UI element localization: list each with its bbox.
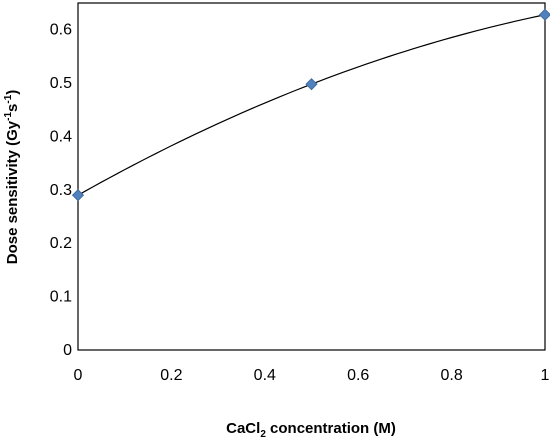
y-tick-label: 0 bbox=[63, 342, 72, 359]
x-tick-label: 1 bbox=[541, 367, 550, 384]
data-point bbox=[305, 78, 318, 91]
x-tick-label: 0.6 bbox=[347, 367, 369, 384]
y-tick-label: 0.6 bbox=[50, 22, 72, 39]
x-tick-label: 0.8 bbox=[440, 367, 462, 384]
x-tick-label: 0.4 bbox=[254, 367, 276, 384]
y-tick-label: 0.5 bbox=[50, 75, 72, 92]
trend-line bbox=[77, 14, 546, 196]
x-axis-title: CaCl2 concentration (M) bbox=[226, 420, 396, 439]
x-tick-label: 0.2 bbox=[160, 367, 182, 384]
y-tick-label: 0.3 bbox=[50, 182, 72, 199]
y-tick-labels: 0 0.1 0.2 0.3 0.4 0.5 0.6 bbox=[50, 22, 72, 359]
y-tick-label: 0.4 bbox=[50, 128, 72, 145]
data-markers bbox=[71, 8, 550, 202]
data-point bbox=[538, 8, 550, 21]
y-tick-label: 0.1 bbox=[50, 289, 72, 306]
x-tick-labels: 0 0.2 0.4 0.6 0.8 1 bbox=[74, 367, 550, 384]
plot-area bbox=[77, 2, 546, 351]
y-axis-title: Dose sensitivity (Gy-1s-1) bbox=[3, 90, 21, 265]
y-tick-label: 0.2 bbox=[50, 235, 72, 252]
x-tick-label: 0 bbox=[74, 367, 83, 384]
data-point bbox=[71, 189, 85, 202]
